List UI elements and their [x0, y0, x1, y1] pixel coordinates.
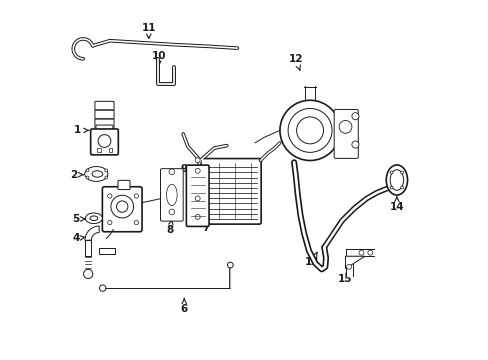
Circle shape [351, 113, 358, 120]
Ellipse shape [389, 170, 403, 190]
Ellipse shape [90, 216, 98, 221]
Circle shape [86, 176, 89, 179]
FancyBboxPatch shape [97, 148, 101, 152]
FancyBboxPatch shape [333, 109, 358, 158]
Circle shape [389, 186, 392, 189]
Circle shape [346, 264, 351, 269]
Circle shape [195, 215, 200, 219]
Circle shape [195, 168, 200, 173]
FancyBboxPatch shape [95, 101, 114, 110]
Circle shape [195, 158, 200, 163]
Circle shape [169, 192, 174, 197]
Ellipse shape [166, 184, 177, 206]
Text: 7: 7 [202, 223, 209, 233]
Text: 15: 15 [338, 274, 352, 284]
FancyBboxPatch shape [102, 187, 142, 232]
FancyBboxPatch shape [95, 110, 114, 119]
FancyBboxPatch shape [90, 129, 118, 155]
Text: 5: 5 [72, 214, 80, 224]
Circle shape [400, 186, 403, 189]
Circle shape [287, 108, 331, 152]
Text: 8: 8 [166, 225, 173, 235]
Circle shape [169, 209, 174, 215]
Text: 6: 6 [180, 304, 187, 314]
Ellipse shape [85, 213, 102, 224]
Text: 2: 2 [70, 170, 77, 180]
FancyBboxPatch shape [160, 168, 183, 221]
Circle shape [111, 195, 133, 218]
Circle shape [134, 194, 138, 198]
Text: 12: 12 [288, 54, 303, 64]
Circle shape [400, 171, 403, 174]
Text: 13: 13 [304, 257, 319, 266]
Circle shape [104, 176, 107, 179]
Circle shape [195, 196, 200, 201]
Circle shape [86, 169, 89, 172]
Ellipse shape [386, 165, 407, 195]
Circle shape [107, 220, 112, 225]
Text: 10: 10 [151, 51, 165, 61]
Circle shape [83, 269, 93, 279]
FancyBboxPatch shape [95, 119, 114, 127]
Text: 9: 9 [180, 165, 187, 174]
Circle shape [389, 171, 392, 174]
FancyBboxPatch shape [186, 165, 209, 226]
Text: 11: 11 [141, 23, 156, 33]
FancyBboxPatch shape [96, 125, 113, 133]
Polygon shape [85, 226, 99, 240]
FancyBboxPatch shape [108, 148, 112, 152]
Text: 1: 1 [74, 125, 81, 135]
Polygon shape [345, 256, 364, 269]
Circle shape [351, 141, 358, 148]
Circle shape [107, 194, 112, 198]
Circle shape [98, 135, 111, 147]
FancyBboxPatch shape [201, 158, 261, 224]
Circle shape [279, 100, 340, 161]
Ellipse shape [92, 171, 102, 177]
Text: 3: 3 [123, 223, 131, 233]
Text: 14: 14 [389, 202, 404, 212]
Circle shape [227, 262, 233, 268]
Circle shape [296, 117, 323, 144]
Circle shape [134, 220, 138, 225]
Circle shape [358, 250, 363, 255]
Ellipse shape [84, 167, 108, 181]
Circle shape [116, 201, 128, 212]
Circle shape [100, 285, 106, 291]
Circle shape [104, 169, 107, 172]
FancyBboxPatch shape [118, 180, 130, 190]
Circle shape [367, 250, 372, 255]
Circle shape [169, 169, 174, 175]
Text: 4: 4 [72, 234, 80, 243]
Circle shape [339, 121, 351, 133]
